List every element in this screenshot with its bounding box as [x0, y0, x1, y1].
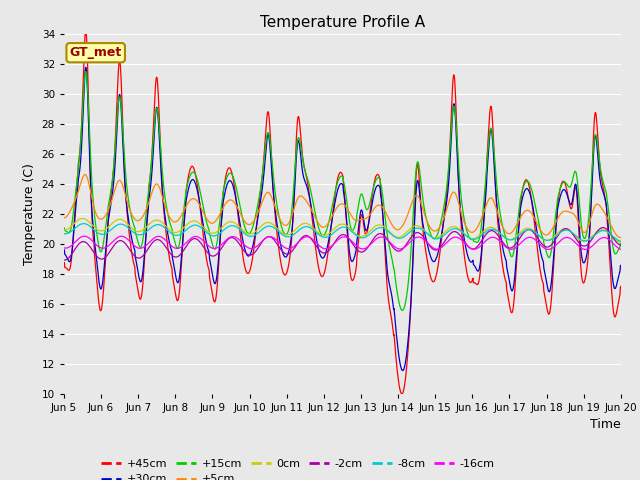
+5cm — [616, 235, 624, 240]
+30cm — [246, 251, 254, 257]
-2cm — [502, 243, 509, 249]
Line: -2cm: -2cm — [64, 228, 621, 260]
+15cm — [617, 240, 625, 246]
+5cm — [60, 215, 68, 221]
+15cm — [552, 214, 559, 219]
Line: -8cm: -8cm — [64, 224, 621, 241]
-8cm — [551, 234, 559, 240]
+5cm — [551, 221, 559, 227]
+15cm — [502, 235, 510, 241]
+15cm — [60, 226, 68, 231]
+15cm — [184, 179, 192, 184]
+30cm — [552, 231, 559, 237]
+15cm — [429, 236, 437, 241]
-8cm — [80, 221, 88, 227]
+5cm — [502, 229, 509, 235]
Line: +5cm: +5cm — [64, 174, 621, 238]
+30cm — [82, 64, 90, 70]
-8cm — [184, 225, 192, 231]
+45cm — [502, 280, 510, 286]
-2cm — [551, 237, 559, 243]
-16cm — [81, 233, 88, 239]
Line: -16cm: -16cm — [64, 236, 621, 250]
Legend: +45cm, +30cm, +15cm, +5cm, 0cm, -2cm, -8cm, -16cm: +45cm, +30cm, +15cm, +5cm, 0cm, -2cm, -8… — [97, 455, 499, 480]
0cm — [79, 216, 86, 221]
0cm — [502, 236, 509, 241]
Line: +45cm: +45cm — [64, 30, 621, 394]
0cm — [184, 220, 192, 226]
-16cm — [429, 245, 437, 251]
-16cm — [551, 243, 559, 249]
Text: GT_met: GT_met — [70, 46, 122, 59]
+30cm — [184, 187, 192, 193]
0cm — [551, 233, 559, 239]
+45cm — [552, 233, 559, 239]
-8cm — [246, 233, 254, 239]
+30cm — [171, 267, 179, 273]
+15cm — [171, 239, 179, 244]
+15cm — [246, 229, 254, 235]
+15cm — [82, 69, 90, 74]
+5cm — [81, 171, 89, 177]
+5cm — [246, 221, 254, 227]
+45cm — [429, 279, 437, 285]
+45cm — [171, 286, 179, 292]
-8cm — [617, 239, 625, 244]
+45cm — [82, 27, 90, 33]
0cm — [60, 227, 68, 233]
-2cm — [599, 225, 607, 230]
-8cm — [60, 231, 68, 237]
-8cm — [429, 235, 437, 241]
-2cm — [60, 257, 68, 263]
+5cm — [617, 235, 625, 240]
+30cm — [429, 259, 437, 264]
-16cm — [582, 247, 589, 252]
-2cm — [61, 257, 68, 263]
-16cm — [617, 246, 625, 252]
X-axis label: Time: Time — [590, 418, 621, 431]
-16cm — [184, 238, 192, 243]
+5cm — [171, 219, 179, 225]
Y-axis label: Temperature (C): Temperature (C) — [23, 163, 36, 264]
-2cm — [246, 252, 254, 258]
-16cm — [60, 245, 68, 251]
+15cm — [398, 308, 406, 313]
Line: 0cm: 0cm — [64, 218, 621, 242]
+45cm — [184, 175, 192, 180]
-2cm — [429, 246, 437, 252]
0cm — [171, 229, 179, 235]
Title: Temperature Profile A: Temperature Profile A — [260, 15, 425, 30]
+45cm — [246, 265, 254, 271]
+45cm — [398, 391, 406, 397]
+30cm — [60, 248, 68, 253]
+30cm — [399, 368, 406, 373]
+45cm — [60, 261, 68, 266]
+30cm — [617, 263, 625, 268]
0cm — [246, 231, 254, 237]
-8cm — [502, 235, 509, 241]
0cm — [429, 235, 437, 240]
+5cm — [429, 228, 437, 233]
-2cm — [617, 242, 625, 248]
-16cm — [502, 244, 509, 250]
-8cm — [171, 232, 179, 238]
+30cm — [502, 258, 510, 264]
+5cm — [184, 200, 192, 205]
-16cm — [246, 246, 254, 252]
-2cm — [184, 240, 192, 246]
-16cm — [171, 245, 179, 251]
0cm — [617, 239, 625, 245]
Line: +30cm: +30cm — [64, 67, 621, 371]
-2cm — [171, 254, 179, 260]
+45cm — [617, 283, 625, 289]
Line: +15cm: +15cm — [64, 72, 621, 311]
